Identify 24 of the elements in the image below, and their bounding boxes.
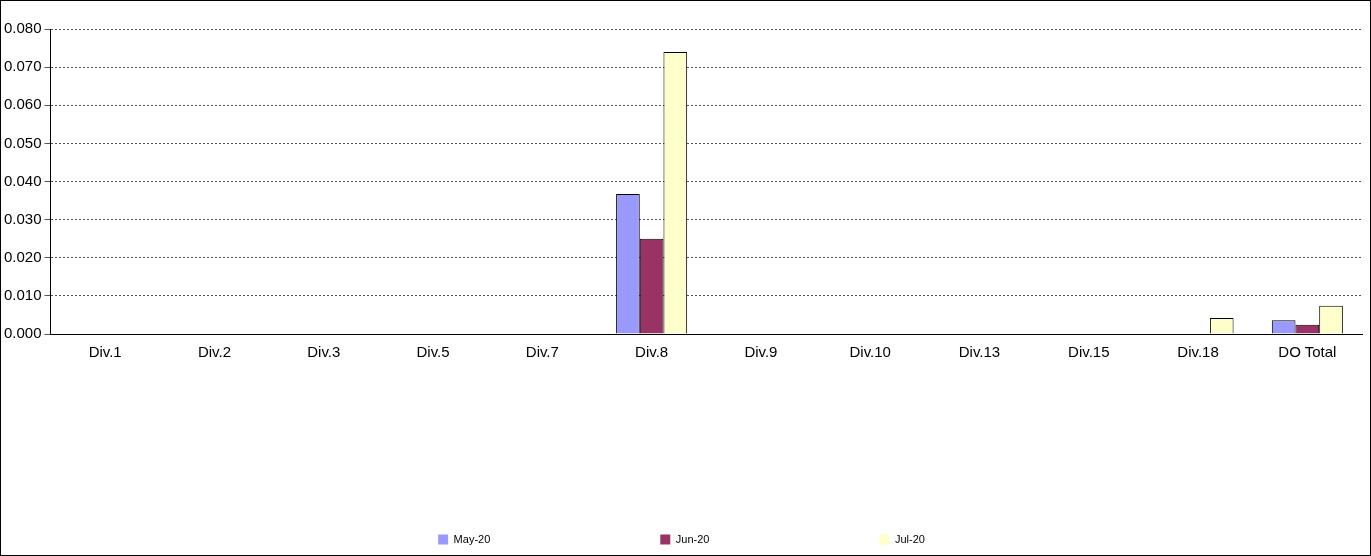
x-tick-label: Div.7 — [525, 343, 559, 361]
x-tick-label: Div.8 — [635, 343, 669, 361]
x-tick-label: Div.9 — [744, 343, 778, 361]
x-tick-label: Div.3 — [307, 343, 341, 361]
x-tick-label: Div.1 — [88, 343, 122, 361]
y-tick-label: 0.050 — [3, 133, 42, 151]
x-tick-label: Div.15 — [1068, 343, 1110, 361]
x-tick-label: Div.18 — [1177, 343, 1219, 361]
y-tick-label: 0.070 — [3, 57, 42, 75]
x-tick-label: Div.2 — [197, 343, 231, 361]
y-tick-label: 0.000 — [3, 324, 42, 342]
y-tick-label: 0.060 — [3, 95, 42, 113]
legend-label: Jun-20 — [675, 532, 710, 545]
x-tick-label: Div.10 — [849, 343, 891, 361]
y-tick-label: 0.080 — [3, 19, 42, 37]
y-tick-label: 0.030 — [3, 209, 42, 227]
x-tick-label: Div.13 — [958, 343, 1001, 361]
legend-label: Jul-20 — [894, 532, 925, 545]
y-tick-label: 0.040 — [3, 171, 42, 189]
x-tick-label: DO Total — [1278, 343, 1337, 361]
y-tick-label: 0.010 — [3, 286, 42, 304]
y-tick-label: 0.020 — [3, 247, 42, 265]
x-tick-label: Div.5 — [416, 343, 450, 361]
legend-label: May-20 — [453, 532, 491, 545]
